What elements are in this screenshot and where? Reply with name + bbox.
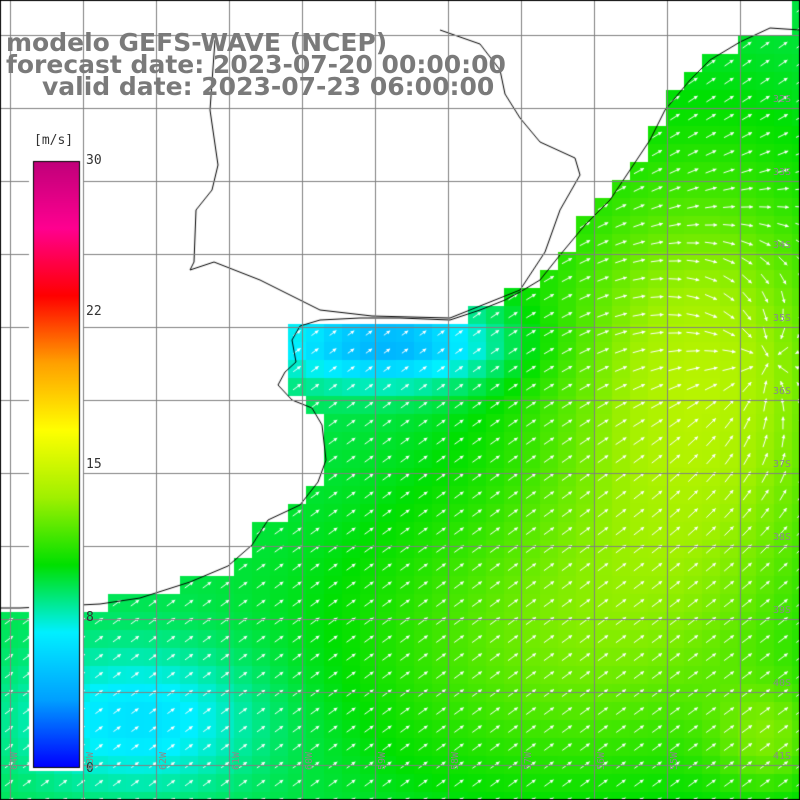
lat-label-39s: 39S: [773, 605, 792, 616]
lat-label-32s: 32S: [773, 94, 792, 105]
lon-label-61w: 61W: [231, 751, 242, 770]
lat-label-33s: 33S: [773, 167, 792, 178]
lat-label-37s: 37S: [773, 459, 792, 470]
lon-label-58w: 58W: [450, 751, 461, 770]
lat-label-40s: 40S: [773, 678, 792, 689]
lon-label-57w: 57W: [523, 751, 534, 770]
lon-label-64w: 64W: [9, 751, 20, 770]
colorbar-tick-22: 22: [86, 304, 102, 319]
colorbar-unit: [m/s]: [34, 133, 74, 148]
valid-date: valid date: 2023-07-23 06:00:00: [42, 72, 495, 101]
model-title: modelo GEFS-WAVE (NCEP): [6, 28, 388, 57]
colorbar-tick-0: 0: [86, 761, 94, 776]
lon-label-56w: 56W: [596, 751, 607, 770]
lat-label-36s: 36S: [773, 386, 792, 397]
colorbar-tick-30: 30: [86, 153, 102, 168]
lat-label-38s: 38S: [773, 532, 792, 543]
lat-label-41s: 41S: [773, 751, 792, 762]
lon-label-60w: 60W: [304, 751, 315, 770]
colorbar-tick-15: 15: [86, 457, 102, 472]
lat-label-35s: 35S: [773, 313, 792, 324]
lon-label-59w: 59W: [377, 751, 388, 770]
lon-label-63w: 63W: [85, 751, 96, 770]
lat-label-34s: 34S: [773, 240, 792, 251]
lon-label-55w: 55W: [669, 751, 680, 770]
forecast-date: forecast date: 2023-07-20 00:00:00: [6, 50, 506, 79]
lon-label-62w: 62W: [158, 751, 169, 770]
colorbar-tick-8: 8: [86, 610, 94, 625]
